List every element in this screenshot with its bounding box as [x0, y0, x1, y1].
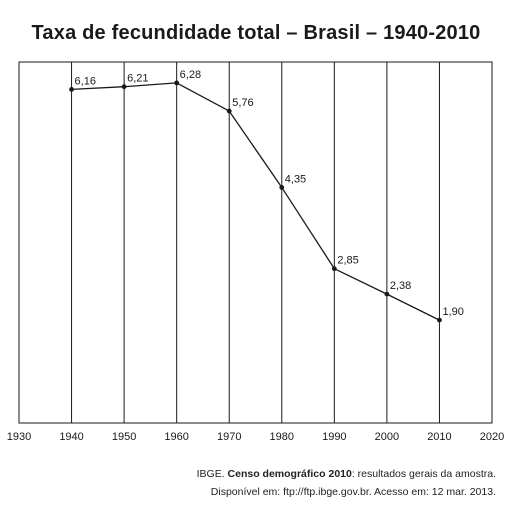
plot-frame: [18, 61, 493, 424]
data-labels: 6,16 6,21 6,28 5,76 4,35 2,85 2,38 1,90: [75, 69, 464, 318]
source-work: Censo demográfico 2010: [227, 468, 352, 480]
x-tick-label-1990: 1990: [322, 431, 346, 443]
x-tick-label-1980: 1980: [270, 431, 294, 443]
source-line-1: IBGE. Censo demográfico 2010: resultados…: [197, 465, 496, 483]
x-tick-label-1950: 1950: [112, 431, 136, 443]
source-line-2: Disponível em: ftp://ftp.ibge.gov.br. Ac…: [210, 486, 496, 498]
data-label-1960: 6,28: [180, 69, 201, 81]
data-label-2010: 1,90: [442, 306, 463, 318]
series-0-line: [71, 82, 440, 321]
grid-lines: [71, 62, 440, 423]
data-point-1990: [331, 266, 337, 272]
data-label-1970: 5,76: [232, 97, 253, 109]
data-point-1980: [279, 185, 285, 190]
data-label-1940: 6,16: [75, 75, 96, 87]
x-tick-labels: 1930 1940 1950 1960 1970 1980 1990 2000 2010 2020: [7, 431, 504, 443]
source-citation: IBGE. Censo demográfico 2010: resultados…: [197, 465, 496, 501]
data-label-1950: 6,21: [127, 73, 148, 85]
data-label-2000: 2,38: [390, 280, 411, 292]
data-points: [69, 80, 442, 323]
x-tick-label-2000: 2000: [375, 431, 399, 443]
data-point-1950: [121, 84, 127, 90]
series-line: [71, 82, 440, 321]
x-tick-label-2020: 2020: [480, 431, 504, 443]
x-tick-label-1960: 1960: [164, 431, 188, 443]
data-label-1980: 4,35: [285, 173, 306, 185]
data-point-2000: [384, 291, 390, 297]
source-rest: : resultados gerais da amostra.: [351, 468, 496, 480]
source-org: IBGE.: [196, 468, 228, 480]
x-tick-label-1930: 1930: [7, 431, 31, 443]
x-tick-label-1970: 1970: [217, 431, 241, 443]
chart-title: Taxa de fecundidade total – Brasil – 194…: [31, 22, 481, 44]
x-tick-label-2010: 2010: [427, 431, 451, 443]
data-point-1960: [174, 80, 180, 86]
data-point-2010: [437, 317, 442, 323]
x-tick-label-1940: 1940: [59, 431, 83, 443]
data-point-1940: [69, 87, 74, 92]
data-label-1990: 2,85: [337, 255, 358, 267]
data-point-1970: [226, 108, 232, 114]
